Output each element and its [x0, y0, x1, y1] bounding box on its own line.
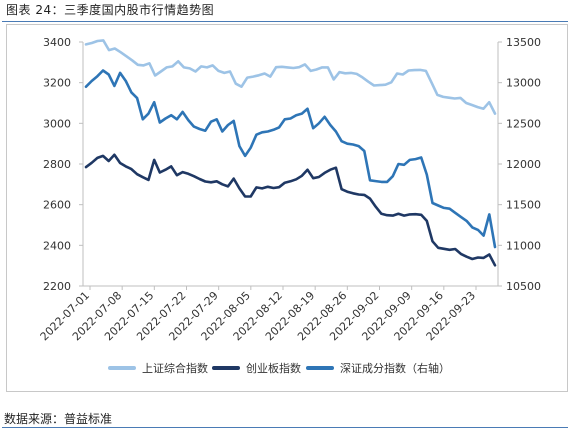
- axes: [79, 41, 502, 290]
- legend-swatch-chinext: [212, 366, 240, 370]
- y-tick-left-label: 3200: [43, 77, 71, 90]
- bottom-divider: [2, 427, 568, 428]
- y-tick-right-label: 11500: [506, 199, 541, 212]
- legend-swatch-shanghai: [108, 366, 136, 370]
- y-tick-right-label: 10500: [506, 280, 541, 293]
- legend-label-chinext: 创业板指数: [246, 362, 301, 375]
- legend-swatch-shenzhen: [306, 366, 334, 370]
- y-tick-left-label: 2200: [43, 280, 71, 293]
- series-line-shenzhen: [84, 69, 497, 249]
- chart-frame: [6, 24, 568, 392]
- y-tick-left-label: 3400: [43, 36, 71, 49]
- series-line-chinext: [84, 153, 497, 267]
- legend-label-shanghai: 上证综合指数: [142, 362, 208, 375]
- y-tick-right-label: 11000: [506, 239, 541, 252]
- y-tick-left-label: 2600: [43, 199, 71, 212]
- y-tick-left-label: 3000: [43, 117, 71, 130]
- y-tick-right-label: 13500: [506, 36, 541, 49]
- title-divider: [2, 21, 568, 22]
- series-layer: [84, 39, 497, 267]
- series-line-shanghai: [84, 39, 497, 115]
- y-tick-right-label: 12500: [506, 117, 541, 130]
- data-source: 数据来源：普益标准: [4, 412, 113, 426]
- y-tick-left-label: 2400: [43, 239, 71, 252]
- y-tick-left-label: 2800: [43, 158, 71, 171]
- figure-title: 图表 24：三季度国内股市行情趋势图: [6, 3, 215, 17]
- legend-item-shenzhen: 深证成分指数（右轴）: [306, 360, 450, 376]
- legend-item-shanghai: 上证综合指数: [108, 360, 208, 376]
- y-tick-right-label: 12000: [506, 158, 541, 171]
- legend-item-chinext: 创业板指数: [212, 360, 301, 376]
- legend-label-shenzhen: 深证成分指数（右轴）: [340, 362, 450, 375]
- y-tick-right-label: 13000: [506, 77, 541, 90]
